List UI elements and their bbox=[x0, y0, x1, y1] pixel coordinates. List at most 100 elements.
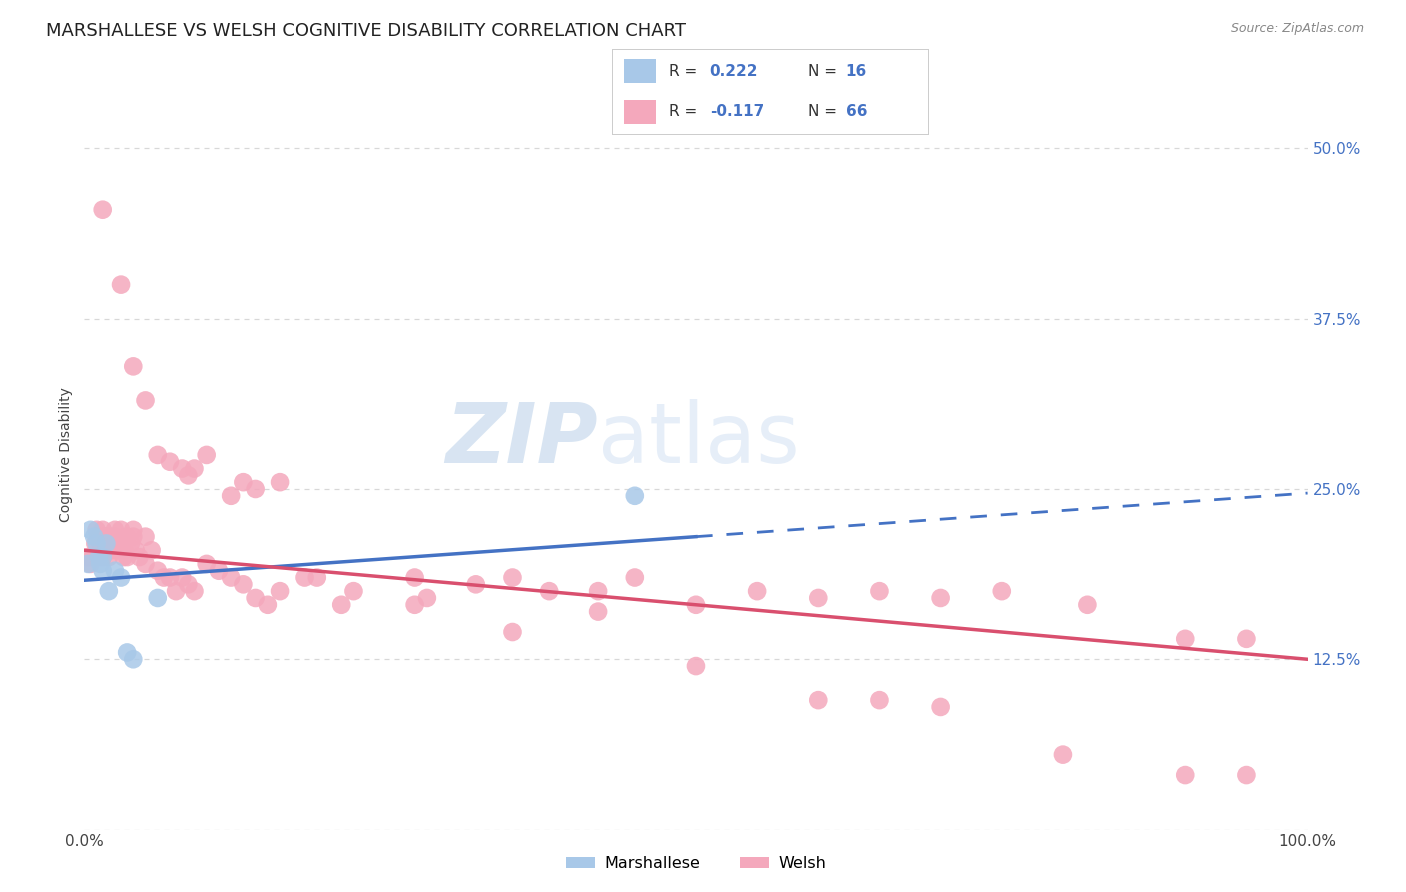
Text: R =: R = bbox=[669, 104, 702, 120]
Point bbox=[991, 584, 1014, 599]
Point bbox=[120, 536, 142, 550]
Point bbox=[807, 693, 830, 707]
Point bbox=[86, 523, 108, 537]
Point bbox=[1174, 768, 1197, 782]
Text: R =: R = bbox=[669, 63, 702, 78]
Point bbox=[125, 543, 148, 558]
Point bbox=[79, 557, 101, 571]
Point bbox=[172, 461, 194, 475]
FancyBboxPatch shape bbox=[624, 59, 655, 83]
Point bbox=[464, 577, 486, 591]
Point bbox=[685, 598, 707, 612]
Point bbox=[869, 693, 891, 707]
Point bbox=[502, 570, 524, 584]
Point bbox=[195, 448, 218, 462]
Point bbox=[110, 277, 132, 292]
Point bbox=[122, 359, 145, 374]
Point bbox=[141, 543, 163, 558]
Point bbox=[624, 570, 647, 584]
Point bbox=[115, 530, 138, 544]
Text: N =: N = bbox=[808, 63, 842, 78]
Point bbox=[87, 550, 110, 565]
Point bbox=[416, 591, 439, 605]
Point bbox=[104, 523, 127, 537]
Point bbox=[257, 598, 280, 612]
Point bbox=[159, 455, 181, 469]
Point bbox=[100, 543, 122, 558]
Text: Source: ZipAtlas.com: Source: ZipAtlas.com bbox=[1230, 22, 1364, 36]
Text: 16: 16 bbox=[846, 63, 868, 78]
Point bbox=[232, 577, 254, 591]
Point bbox=[115, 645, 138, 659]
Point bbox=[110, 536, 132, 550]
Point bbox=[135, 393, 157, 408]
Point bbox=[330, 598, 353, 612]
Point bbox=[177, 468, 200, 483]
Point bbox=[219, 489, 242, 503]
Point bbox=[159, 570, 181, 584]
Point bbox=[219, 570, 242, 584]
Point bbox=[97, 550, 120, 565]
Point bbox=[208, 564, 231, 578]
Point bbox=[105, 543, 128, 558]
Point bbox=[245, 591, 267, 605]
Point bbox=[1076, 598, 1098, 612]
Point bbox=[91, 202, 114, 217]
Point bbox=[172, 570, 194, 584]
Point bbox=[165, 584, 187, 599]
Y-axis label: Cognitive Disability: Cognitive Disability bbox=[59, 387, 73, 523]
Point bbox=[91, 564, 114, 578]
Point bbox=[404, 598, 426, 612]
Point bbox=[624, 489, 647, 503]
Point bbox=[183, 461, 205, 475]
Text: MARSHALLESE VS WELSH COGNITIVE DISABILITY CORRELATION CHART: MARSHALLESE VS WELSH COGNITIVE DISABILIT… bbox=[46, 22, 686, 40]
Point bbox=[807, 591, 830, 605]
Point bbox=[232, 475, 254, 490]
Point bbox=[146, 448, 169, 462]
Point bbox=[146, 564, 169, 578]
Text: 0.222: 0.222 bbox=[710, 63, 758, 78]
Point bbox=[135, 530, 157, 544]
Point bbox=[94, 530, 117, 544]
Point bbox=[404, 570, 426, 584]
Point bbox=[586, 605, 609, 619]
Point bbox=[685, 659, 707, 673]
Point bbox=[89, 536, 111, 550]
Point bbox=[104, 530, 127, 544]
Text: atlas: atlas bbox=[598, 400, 800, 481]
Legend: Marshallese, Welsh: Marshallese, Welsh bbox=[560, 850, 832, 878]
Point bbox=[114, 543, 136, 558]
Point bbox=[929, 700, 952, 714]
Point bbox=[96, 543, 118, 558]
Text: -0.117: -0.117 bbox=[710, 104, 763, 120]
Point bbox=[586, 584, 609, 599]
Point bbox=[107, 536, 129, 550]
Point bbox=[1052, 747, 1074, 762]
Point bbox=[1236, 632, 1258, 646]
Point bbox=[177, 577, 200, 591]
Point bbox=[869, 584, 891, 599]
Text: ZIP: ZIP bbox=[446, 400, 598, 481]
Point bbox=[84, 536, 107, 550]
Point bbox=[104, 564, 127, 578]
Point bbox=[342, 584, 364, 599]
Point bbox=[77, 550, 100, 565]
Point bbox=[135, 557, 157, 571]
Point bbox=[183, 584, 205, 599]
Point bbox=[89, 557, 111, 571]
Point bbox=[929, 591, 952, 605]
Point bbox=[96, 536, 118, 550]
Point bbox=[77, 557, 100, 571]
Point bbox=[83, 530, 105, 544]
Point bbox=[1236, 768, 1258, 782]
Point bbox=[91, 550, 114, 565]
Point bbox=[91, 523, 114, 537]
Point bbox=[122, 530, 145, 544]
Point bbox=[195, 557, 218, 571]
Point bbox=[86, 536, 108, 550]
Point bbox=[91, 550, 114, 565]
Point bbox=[128, 550, 150, 565]
Point bbox=[87, 530, 110, 544]
Point bbox=[115, 550, 138, 565]
Point bbox=[502, 625, 524, 640]
